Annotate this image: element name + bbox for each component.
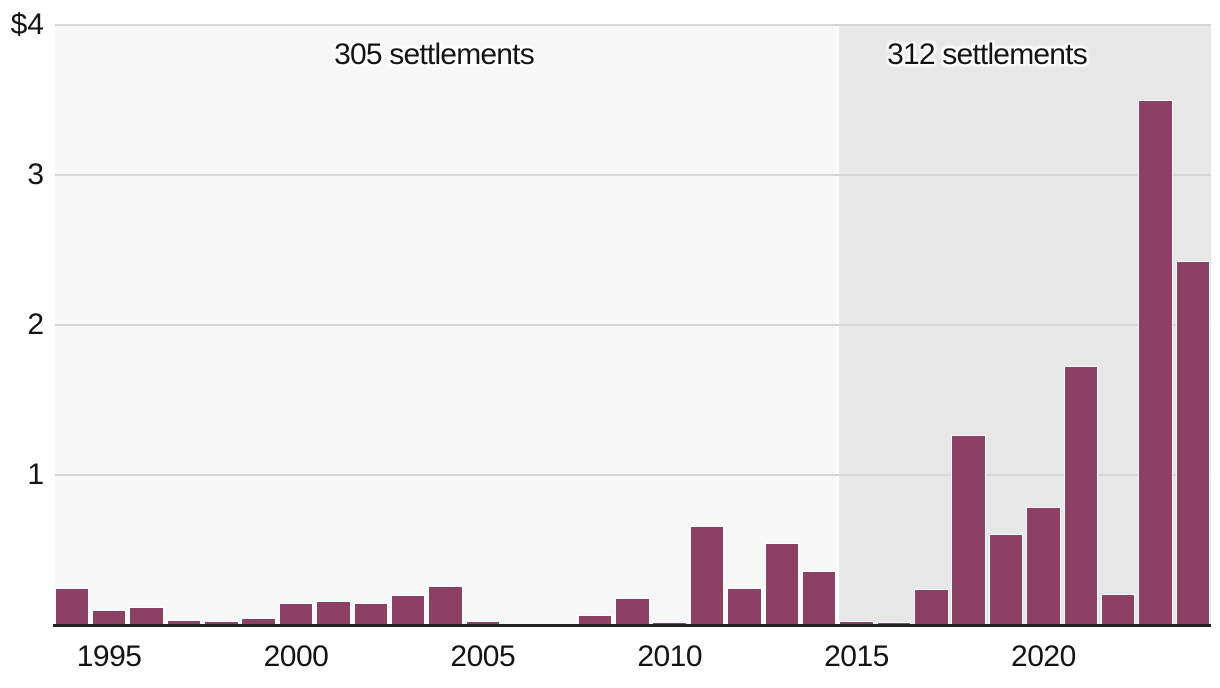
bar-2010 xyxy=(652,622,687,625)
bar-2018 xyxy=(951,434,986,625)
bar-2015 xyxy=(839,620,874,625)
bar-2013 xyxy=(764,542,799,625)
bar-1998 xyxy=(204,620,239,625)
y-tick-label-2: 2 xyxy=(27,308,44,341)
y-tick-label-3: 3 xyxy=(27,158,44,191)
x-tick-label-1995: 1995 xyxy=(76,640,142,673)
x-tick-label-2015: 2015 xyxy=(824,640,889,673)
bar-2020 xyxy=(1026,506,1061,625)
bar-2002 xyxy=(353,602,388,625)
bar-2023 xyxy=(1138,100,1173,625)
bar-1994 xyxy=(54,587,89,625)
bar-2011 xyxy=(689,526,725,625)
bar-2012 xyxy=(727,587,762,625)
gridline-1 xyxy=(55,474,1211,476)
x-axis-line xyxy=(53,624,1211,627)
bar-2003 xyxy=(390,595,426,625)
bar-2000 xyxy=(278,602,314,625)
bar-2004 xyxy=(428,586,463,625)
x-tick-label-2005: 2005 xyxy=(450,640,516,673)
bar-2019 xyxy=(988,533,1024,625)
annotation-312-settlements: 312 settlements xyxy=(887,38,1088,71)
y-tick-label-4: $4 xyxy=(10,8,44,41)
annotation-305-settlements: 305 settlements xyxy=(334,38,535,71)
bar-2024 xyxy=(1175,260,1211,625)
x-tick-label-2010: 2010 xyxy=(637,640,703,673)
gridline-3 xyxy=(55,174,1211,176)
x-tick-label-2020: 2020 xyxy=(1011,640,1076,673)
y-tick-label-1: 1 xyxy=(27,458,44,491)
bar-2014 xyxy=(801,571,837,625)
bar-1996 xyxy=(129,607,164,625)
x-tick-label-2000: 2000 xyxy=(263,640,329,673)
bar-1997 xyxy=(166,619,202,625)
bar-1995 xyxy=(91,610,127,625)
bar-2005 xyxy=(465,620,501,625)
bar-2021 xyxy=(1063,365,1098,625)
gridline-4 xyxy=(55,24,1211,26)
bar-2008 xyxy=(577,614,613,625)
bar-2009 xyxy=(615,598,650,625)
bar-2001 xyxy=(316,601,351,625)
bar-1999 xyxy=(241,617,276,625)
plot-area: 305 settlements 312 settlements xyxy=(54,24,1211,625)
bar-2016 xyxy=(876,622,912,625)
bar-2022 xyxy=(1100,593,1136,625)
bar-2017 xyxy=(914,589,949,625)
gridline-2 xyxy=(55,324,1211,326)
